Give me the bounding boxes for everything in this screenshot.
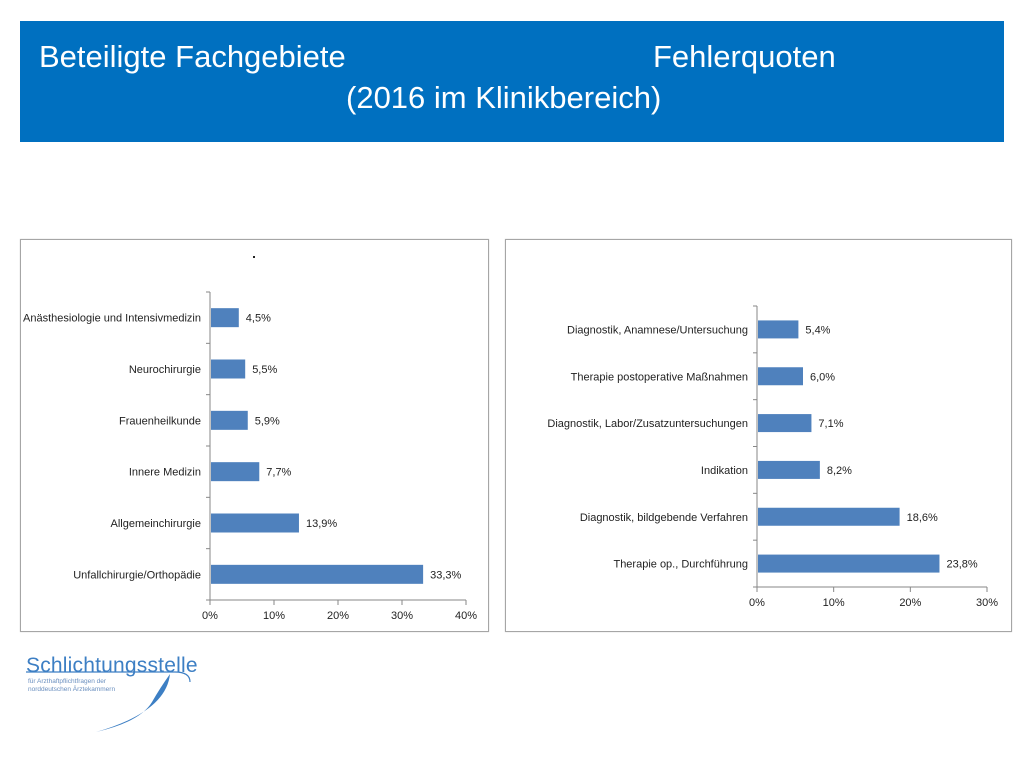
- data-label: 7,7%: [266, 467, 291, 479]
- bar: [758, 367, 803, 386]
- x-tick-label: 30%: [976, 597, 998, 609]
- x-tick-label: 40%: [455, 610, 477, 622]
- x-tick-label: 20%: [899, 597, 921, 609]
- title-left: Beteiligte Fachgebiete: [39, 39, 346, 74]
- logo-subline-1: für Arzthaftpflichtfragen der: [28, 678, 107, 685]
- bar: [758, 554, 940, 573]
- bar: [758, 320, 799, 339]
- data-label: 5,5%: [252, 364, 277, 376]
- category-label: Anästhesiologie und Intensivmedizin: [23, 313, 201, 325]
- category-label: Therapie postoperative Maßnahmen: [571, 371, 748, 383]
- bar: [211, 513, 299, 533]
- logo-subline-2: norddeutschen Ärztekammern: [28, 686, 116, 693]
- x-tick-label: 10%: [263, 610, 285, 622]
- x-tick-label: 30%: [391, 610, 413, 622]
- category-label: Innere Medizin: [129, 467, 201, 479]
- title-right: Fehlerquoten: [653, 39, 836, 74]
- x-tick-label: 20%: [327, 610, 349, 622]
- data-label: 18,6%: [907, 512, 938, 524]
- bar: [211, 462, 260, 482]
- x-tick-label: 0%: [749, 597, 765, 609]
- category-label: Therapie op., Durchführung: [613, 559, 748, 571]
- category-label: Allgemeinchirurgie: [111, 518, 202, 530]
- chart-panel-fachgebiete: 0% 10% 20% 30% 40% Unfallchirurgie/Orthopädie…: [20, 239, 489, 632]
- title-subtitle: (2016 im Klinikbereich): [346, 80, 662, 115]
- category-label: Diagnostik, Anamnese/Untersuchung: [567, 324, 748, 336]
- bar: [211, 308, 239, 328]
- data-label: 6,0%: [810, 371, 835, 383]
- bar: [758, 460, 820, 479]
- chart-panel-fehlerquoten: 0% 10% 20% 30% Therapie op., Durchführung 23,…: [505, 239, 1012, 632]
- data-label: 33,3%: [430, 569, 461, 581]
- logo-schlichtungsstelle: Schlichtungsstelle für Arzthaftpflichtfr…: [20, 652, 200, 737]
- bar: [211, 564, 424, 584]
- category-label: Diagnostik, Labor/Zusatzuntersuchungen: [547, 418, 748, 430]
- bar: [211, 410, 248, 430]
- data-label: 4,5%: [246, 313, 271, 325]
- category-label: Diagnostik, bildgebende Verfahren: [580, 512, 748, 524]
- title-banner: [20, 21, 1004, 142]
- data-label: 5,4%: [805, 324, 830, 336]
- bar: [758, 414, 812, 433]
- category-label: Neurochirurgie: [129, 364, 201, 376]
- category-label: Unfallchirurgie/Orthopädie: [73, 569, 201, 581]
- x-tick-label: 10%: [823, 597, 845, 609]
- chart-fehlerquoten: 0% 10% 20% 30% Therapie op., Durchführung 23,…: [547, 305, 998, 609]
- category-label: Frauenheilkunde: [119, 415, 201, 427]
- logo-swoosh-icon: [26, 671, 191, 732]
- data-label: 7,1%: [818, 418, 843, 430]
- x-tick-label: 0%: [202, 610, 218, 622]
- bar: [211, 359, 246, 379]
- stray-dot: [253, 256, 255, 258]
- data-label: 8,2%: [827, 465, 852, 477]
- data-label: 23,8%: [946, 559, 977, 571]
- data-label: 13,9%: [306, 518, 337, 530]
- category-label: Indikation: [701, 465, 748, 477]
- data-label: 5,9%: [255, 415, 280, 427]
- logo-wordmark: Schlichtungsstelle: [26, 654, 198, 677]
- chart-fachgebiete: 0% 10% 20% 30% 40% Unfallchirurgie/Orthopädie…: [23, 291, 477, 622]
- bar: [758, 507, 900, 526]
